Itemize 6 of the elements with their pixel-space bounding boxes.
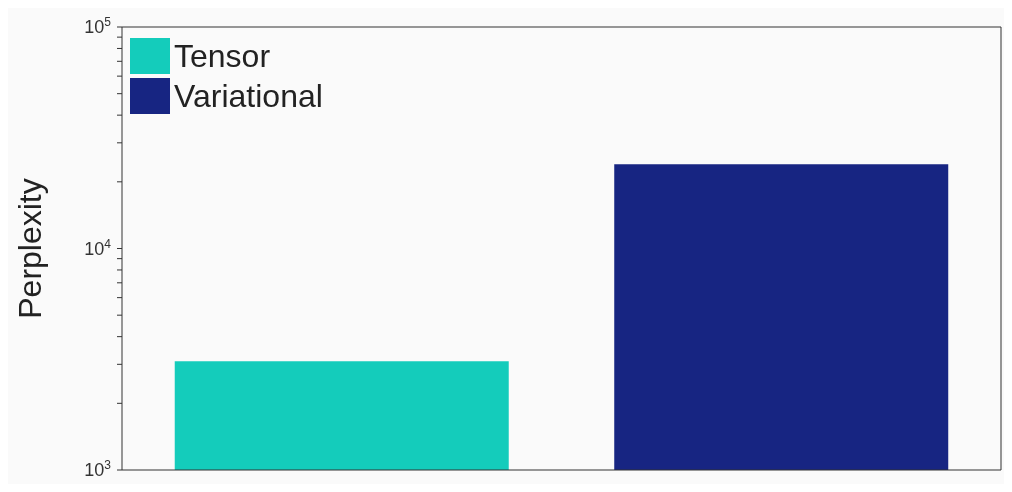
legend-label: Variational bbox=[174, 77, 323, 116]
legend-label: Tensor bbox=[174, 37, 271, 76]
y-tick-label: 10$^{4}$ bbox=[84, 236, 112, 259]
y-tick-label: 10$^{3}$ bbox=[84, 458, 112, 480]
y-axis-title: Perplexity bbox=[12, 178, 49, 319]
y-tick-label: 10$^{5}$ bbox=[84, 15, 112, 37]
